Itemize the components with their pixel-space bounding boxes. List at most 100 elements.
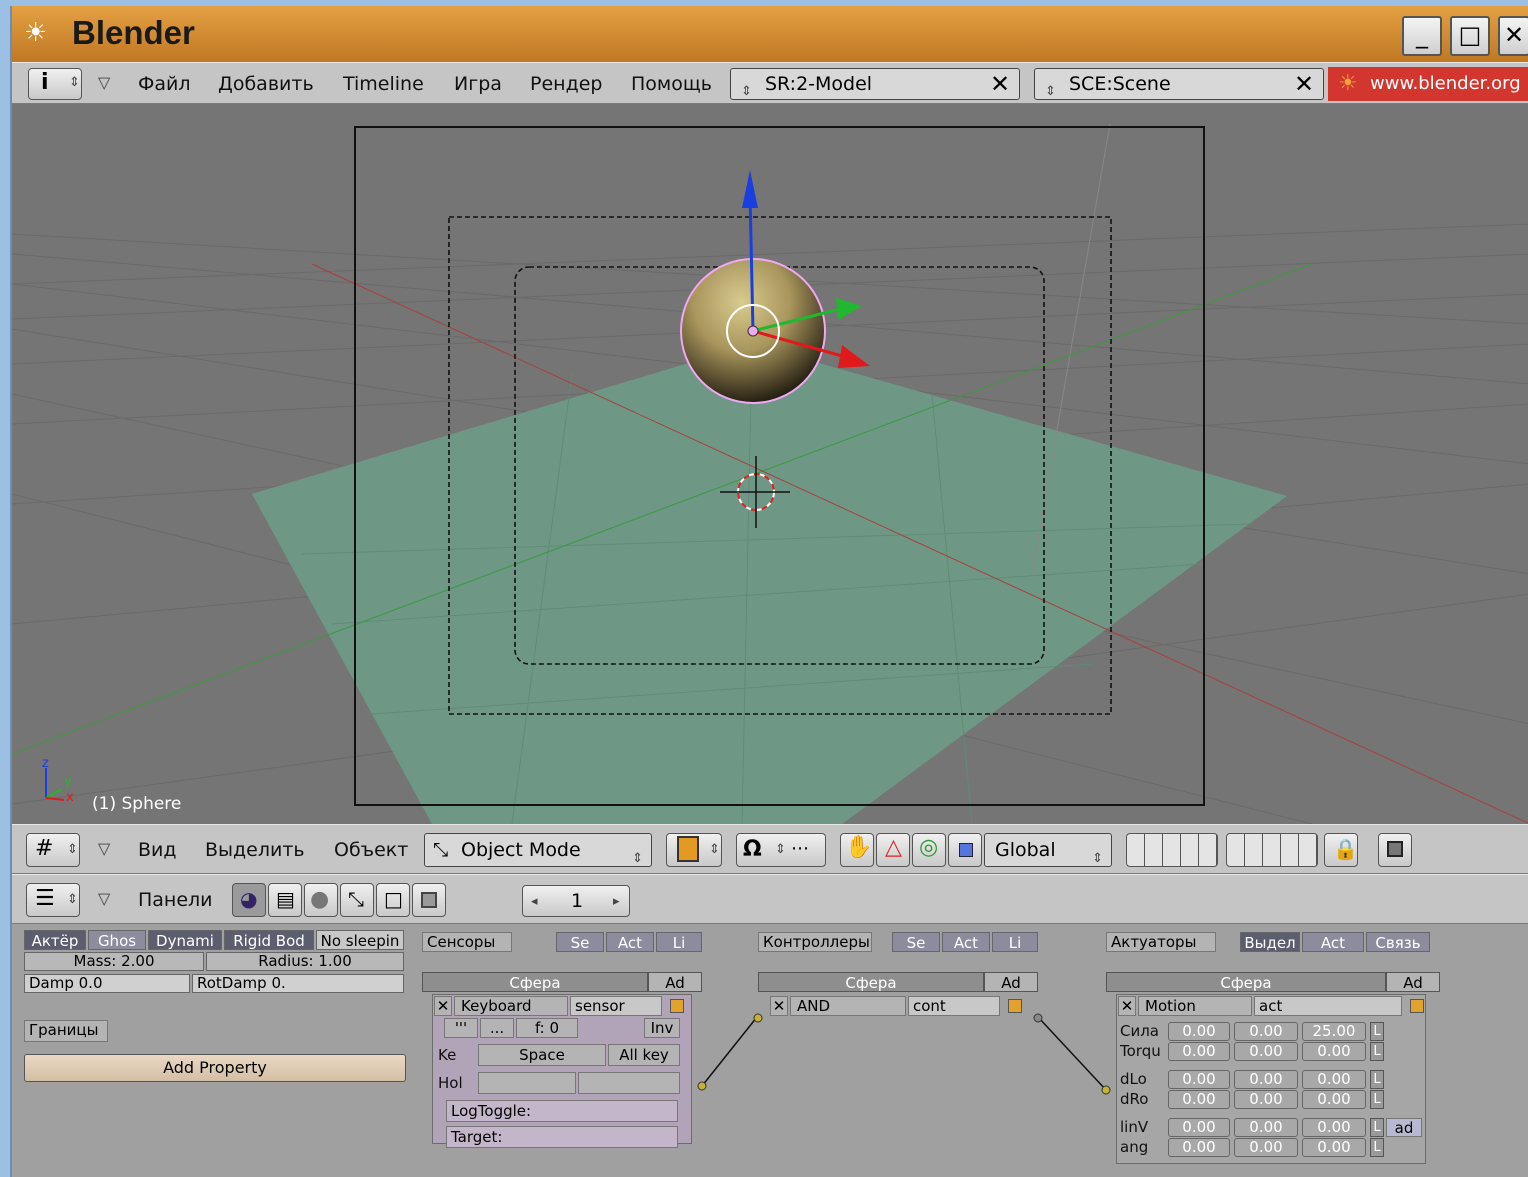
menu-object[interactable]: Объект bbox=[334, 839, 409, 861]
drot-z[interactable]: 0.00 bbox=[1302, 1090, 1366, 1109]
logtoggle-field[interactable]: LogToggle: bbox=[446, 1100, 678, 1122]
force-y[interactable]: 0.00 bbox=[1234, 1022, 1298, 1041]
force-z[interactable]: 25.00 bbox=[1302, 1022, 1366, 1041]
pivot-button[interactable]: Ω ⇕ ⋯ bbox=[736, 833, 826, 867]
x-manipulator-axis[interactable] bbox=[752, 329, 843, 358]
torque-y[interactable]: 0.00 bbox=[1234, 1042, 1298, 1061]
damp-slider[interactable]: Damp 0.0 bbox=[24, 974, 190, 993]
translate-manipulator[interactable]: △ bbox=[876, 833, 910, 867]
decrement-icon[interactable]: ◂ bbox=[531, 894, 538, 909]
title-bar[interactable]: ☀ Blender _ □ ✕ bbox=[12, 6, 1528, 62]
delete-scene-icon[interactable]: ✕ bbox=[1294, 70, 1315, 98]
layers-11-20[interactable] bbox=[1226, 833, 1318, 867]
collapse-menu-icon[interactable]: ▽ bbox=[98, 889, 111, 908]
dloc-z[interactable]: 0.00 bbox=[1302, 1070, 1366, 1089]
menu-game[interactable]: Игра bbox=[454, 73, 502, 95]
controller-name-field[interactable]: cont bbox=[908, 996, 1000, 1016]
sensors-filter-selected[interactable]: Se bbox=[556, 932, 604, 952]
shading-tab[interactable]: ● bbox=[304, 883, 338, 917]
3d-cursor-icon[interactable] bbox=[720, 456, 790, 528]
drot-local-toggle[interactable]: L bbox=[1370, 1090, 1384, 1109]
actuators-filter-selected[interactable]: Выдел bbox=[1240, 932, 1300, 952]
sensors-filter-link[interactable]: Li bbox=[656, 932, 702, 952]
minimize-button[interactable]: _ bbox=[1402, 16, 1442, 56]
sensor-name-field[interactable]: sensor bbox=[570, 996, 662, 1016]
orientation-selector[interactable]: Global ⇕ bbox=[984, 833, 1112, 867]
actuator-input-socket[interactable] bbox=[1101, 1085, 1111, 1095]
menu-select[interactable]: Выделить bbox=[205, 839, 305, 861]
y-arrow-icon[interactable] bbox=[836, 298, 862, 320]
actuator-type-select[interactable]: Motion bbox=[1138, 996, 1252, 1016]
target-field[interactable]: Target: bbox=[446, 1126, 678, 1148]
frequency-field[interactable]: f: 0 bbox=[516, 1018, 578, 1038]
lock-layers-button[interactable]: 🔒 bbox=[1324, 833, 1358, 867]
mass-field[interactable]: Mass: 2.00 bbox=[24, 952, 204, 971]
z-arrow-icon[interactable] bbox=[742, 170, 758, 208]
scale-manipulator[interactable] bbox=[948, 833, 982, 867]
close-button[interactable]: ✕ bbox=[1498, 16, 1528, 56]
3d-viewport[interactable]: z y x (1) Sphere bbox=[12, 104, 1528, 824]
angv-local-toggle[interactable]: L bbox=[1370, 1138, 1384, 1157]
menu-view[interactable]: Вид bbox=[138, 839, 177, 861]
y-manipulator-axis[interactable] bbox=[752, 307, 841, 333]
draw-type-button[interactable]: ⇕ bbox=[666, 833, 722, 867]
ground-plane[interactable] bbox=[252, 344, 1287, 824]
actuator-expand-icon[interactable] bbox=[1410, 999, 1424, 1013]
menu-help[interactable]: Помощь bbox=[631, 73, 712, 95]
actuator-name-field[interactable]: act bbox=[1254, 996, 1402, 1016]
add-controller-button[interactable]: Ad bbox=[984, 972, 1038, 992]
sensors-filter-active[interactable]: Act bbox=[606, 932, 654, 952]
force-local-toggle[interactable]: L bbox=[1370, 1022, 1384, 1041]
editing-tab[interactable]: □ bbox=[376, 883, 410, 917]
drot-x[interactable]: 0.00 bbox=[1168, 1090, 1230, 1109]
website-banner[interactable]: ☀ www.blender.org bbox=[1328, 67, 1528, 101]
torque-x[interactable]: 0.00 bbox=[1168, 1042, 1230, 1061]
menu-render[interactable]: Рендер bbox=[530, 73, 603, 95]
ghost-toggle[interactable]: Ghos bbox=[88, 930, 146, 950]
actuators-filter-active[interactable]: Act bbox=[1302, 932, 1364, 952]
dloc-local-toggle[interactable]: L bbox=[1370, 1070, 1384, 1089]
torque-local-toggle[interactable]: L bbox=[1370, 1042, 1384, 1061]
sensor-type-select[interactable]: Keyboard bbox=[454, 996, 568, 1016]
delete-sensor-icon[interactable]: ✕ bbox=[434, 996, 452, 1016]
add-sensor-button[interactable]: Ad bbox=[648, 972, 702, 992]
menu-file[interactable]: Файл bbox=[138, 73, 191, 95]
hold-key-1[interactable] bbox=[478, 1072, 576, 1094]
controller-output-socket[interactable] bbox=[1033, 1013, 1043, 1023]
rotate-ring[interactable] bbox=[726, 304, 780, 358]
controllers-filter-link[interactable]: Li bbox=[992, 932, 1038, 952]
drot-y[interactable]: 0.00 bbox=[1234, 1090, 1298, 1109]
linv-z[interactable]: 0.00 bbox=[1302, 1118, 1366, 1137]
editor-type-button[interactable]: # ⇕ bbox=[26, 833, 80, 867]
pulse-true-button[interactable]: ''' bbox=[444, 1018, 478, 1038]
pulse-false-button[interactable]: ... bbox=[480, 1018, 514, 1038]
linv-y[interactable]: 0.00 bbox=[1234, 1118, 1298, 1137]
increment-icon[interactable]: ▸ bbox=[613, 894, 620, 909]
force-x[interactable]: 0.00 bbox=[1168, 1022, 1230, 1041]
torque-z[interactable]: 0.00 bbox=[1302, 1042, 1366, 1061]
menu-panels[interactable]: Панели bbox=[138, 889, 213, 911]
layers-1-10[interactable] bbox=[1126, 833, 1218, 867]
rotdamp-slider[interactable]: RotDamp 0. bbox=[192, 974, 404, 993]
invert-toggle[interactable]: Inv bbox=[644, 1018, 680, 1038]
controllers-filter-active[interactable]: Act bbox=[942, 932, 990, 952]
menu-add[interactable]: Добавить bbox=[218, 73, 314, 95]
controller-input-socket[interactable] bbox=[753, 1013, 763, 1023]
hold-key-2[interactable] bbox=[578, 1072, 680, 1094]
z-manipulator-axis[interactable] bbox=[748, 193, 755, 332]
controller-actuator-link[interactable] bbox=[1037, 1016, 1107, 1091]
all-keys-toggle[interactable]: All key bbox=[608, 1044, 680, 1066]
radius-field[interactable]: Radius: 1.00 bbox=[206, 952, 404, 971]
controller-type-select[interactable]: AND bbox=[790, 996, 906, 1016]
linv-local-toggle[interactable]: L bbox=[1370, 1118, 1384, 1137]
scene-selector[interactable]: ⇕ SCE:Scene bbox=[1034, 68, 1324, 100]
bounds-toggle[interactable]: Границы bbox=[24, 1020, 108, 1042]
actor-toggle[interactable]: Актёр bbox=[24, 930, 86, 950]
controller-expand-icon[interactable] bbox=[1008, 999, 1022, 1013]
render-preview-button[interactable] bbox=[1378, 833, 1412, 867]
delete-screen-icon[interactable]: ✕ bbox=[990, 70, 1011, 98]
sensor-controller-link[interactable] bbox=[701, 1016, 758, 1087]
mode-selector[interactable]: ⤡ Object Mode ⇕ bbox=[424, 833, 652, 867]
editor-type-button[interactable]: ☰ ⇕ bbox=[26, 883, 80, 917]
collapse-menu-icon[interactable]: ▽ bbox=[98, 839, 111, 858]
